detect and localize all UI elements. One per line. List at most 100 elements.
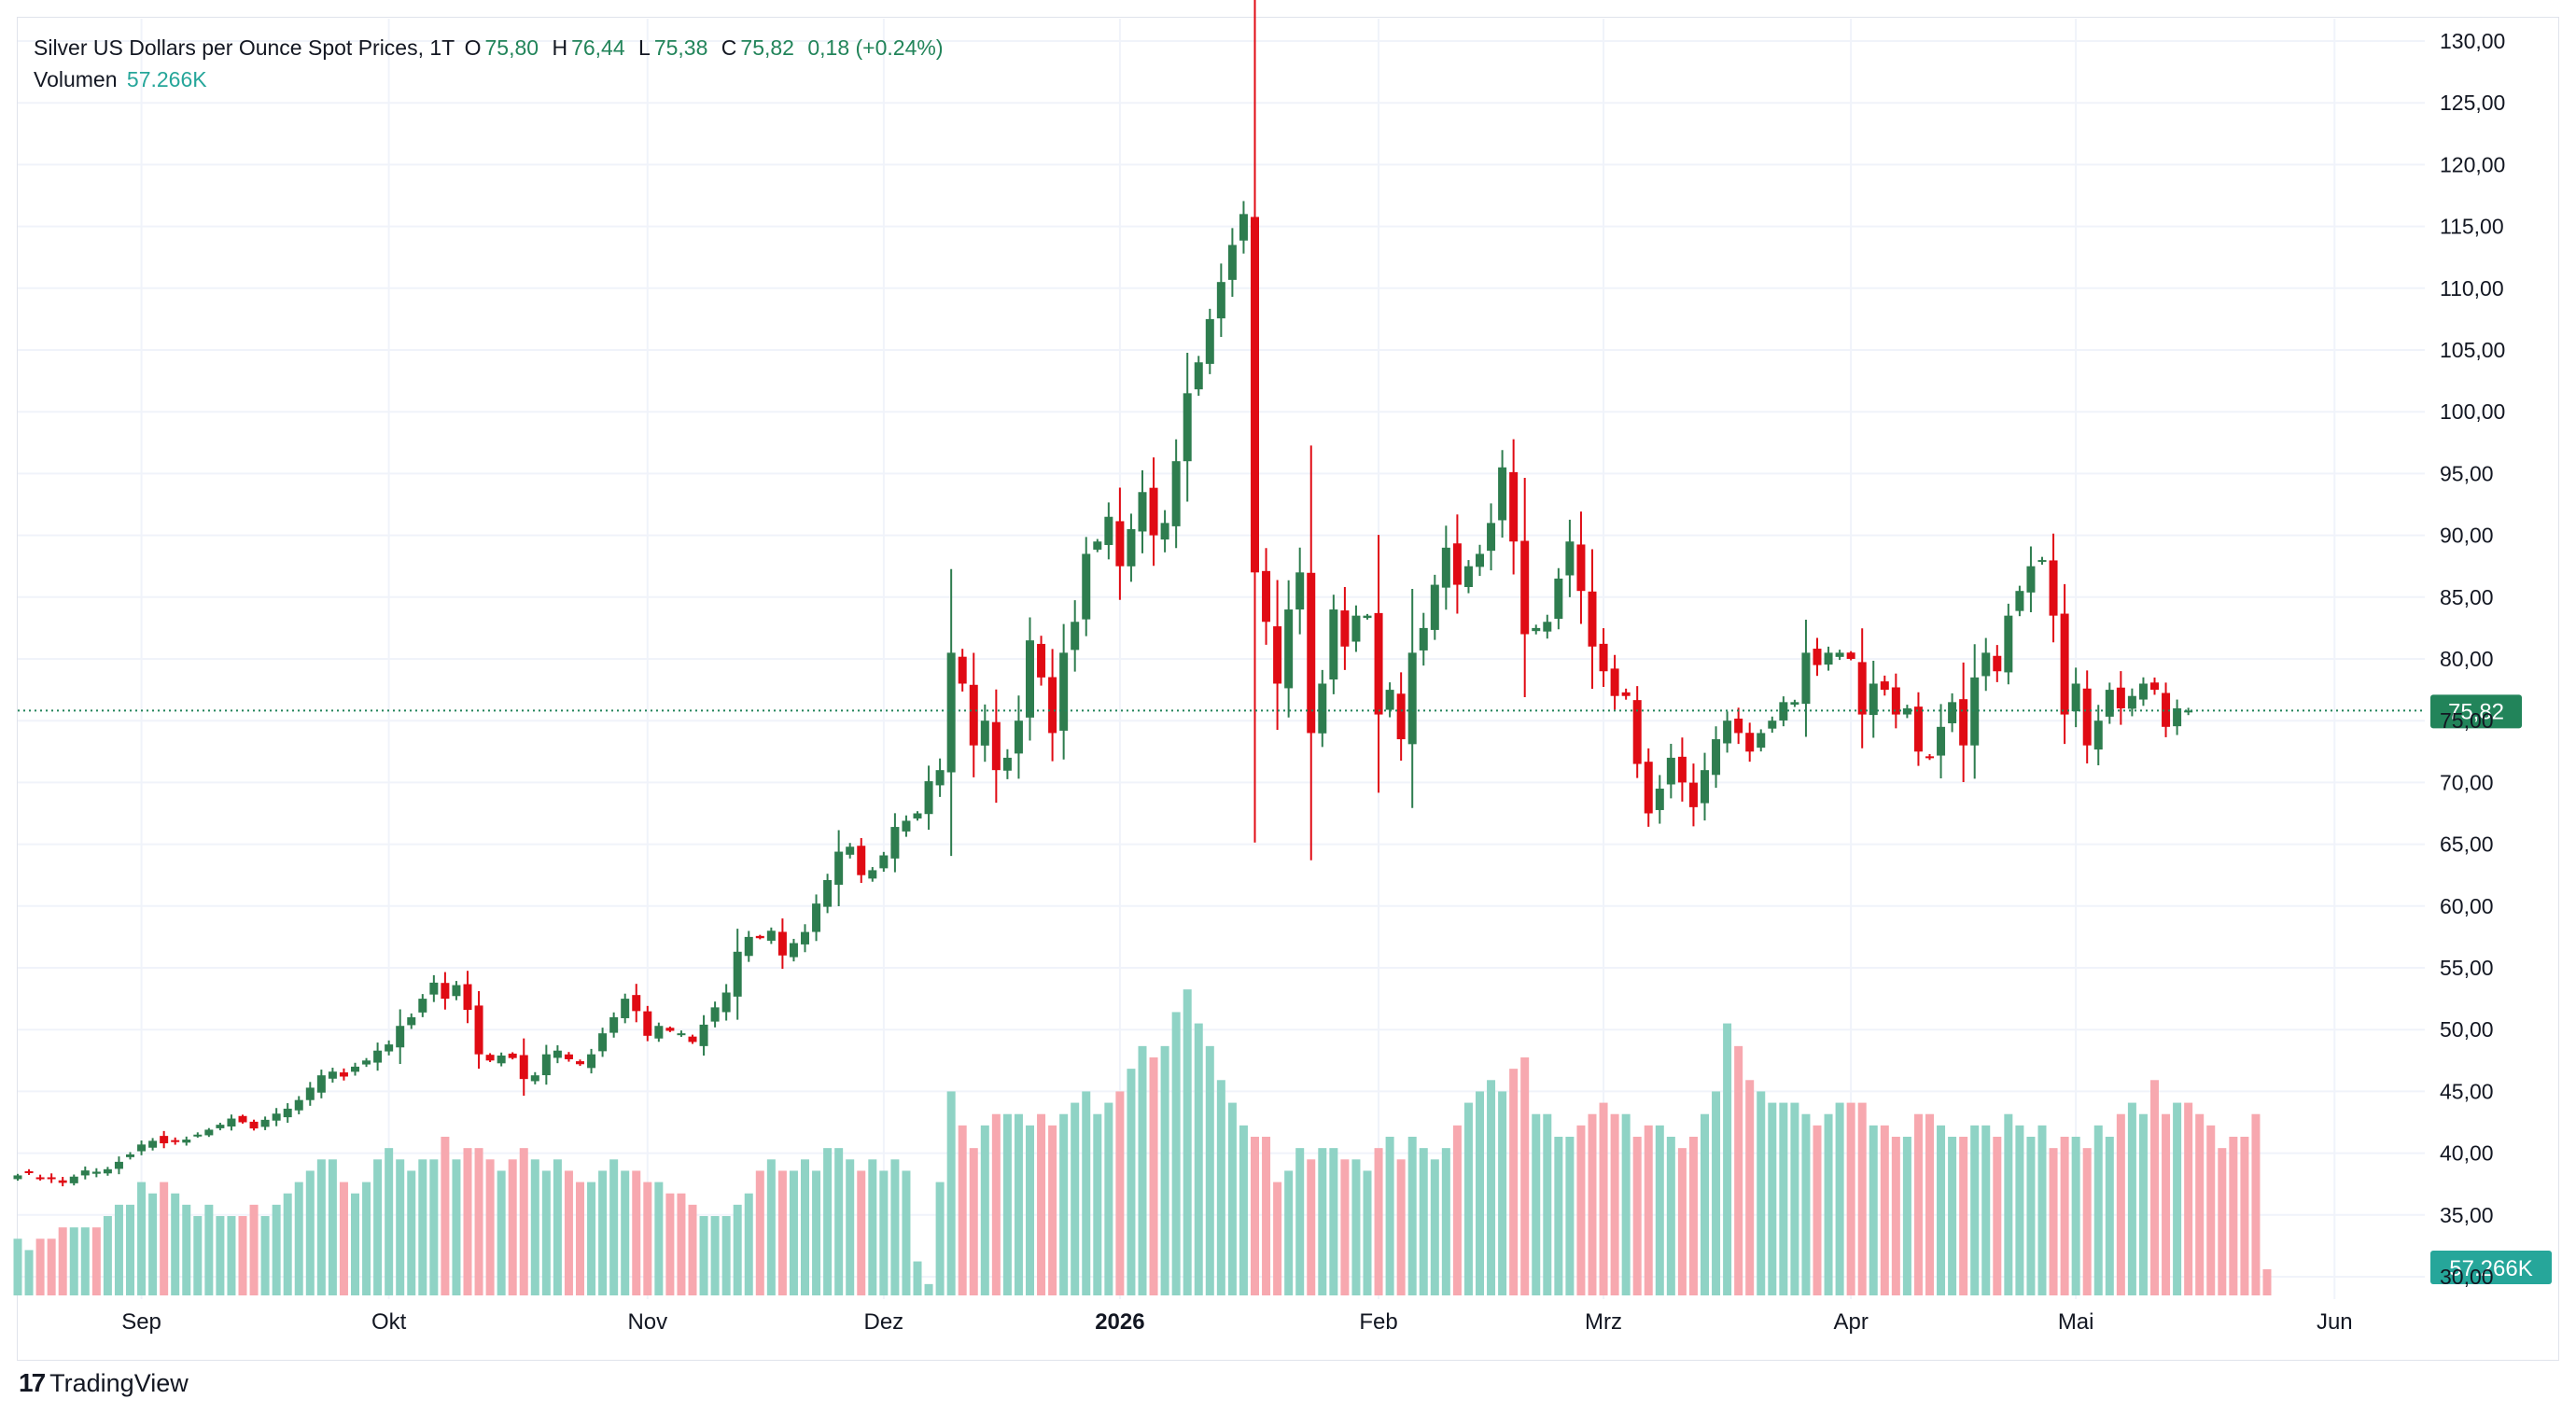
- candle-body: [1273, 626, 1282, 684]
- volume-bar: [1677, 1148, 1687, 1295]
- volume-bar: [316, 1159, 326, 1295]
- candle-body: [182, 1140, 191, 1143]
- volume-bar: [1610, 1113, 1619, 1295]
- candle-body: [1183, 393, 1192, 462]
- volume-bar: [1768, 1102, 1777, 1295]
- volume-bar: [80, 1227, 90, 1295]
- chart-frame: [17, 17, 2559, 1361]
- candle-body: [1632, 700, 1642, 764]
- volume-bar: [362, 1182, 371, 1295]
- volume-bar: [1262, 1137, 1271, 1295]
- candle-body: [766, 930, 776, 941]
- candles: [13, 0, 2193, 1187]
- volume-bar: [1498, 1091, 1507, 1295]
- candle-body: [879, 855, 889, 869]
- candle-body: [91, 1171, 101, 1174]
- y-tick-label: 40,00: [2440, 1141, 2494, 1166]
- volume-bar: [2049, 1148, 2058, 1295]
- volume-bar: [969, 1148, 978, 1295]
- volume-bar: [137, 1182, 147, 1295]
- candle-body: [474, 1005, 483, 1055]
- volume-bar: [260, 1216, 270, 1295]
- candle-body: [1385, 690, 1394, 710]
- volume-bar: [2162, 1113, 2171, 1295]
- volume-bar: [385, 1148, 394, 1295]
- candle-body: [1846, 652, 1855, 659]
- tradingview-brand: TradingView: [49, 1368, 189, 1397]
- candle-body: [1677, 756, 1687, 783]
- volume-bar: [587, 1182, 596, 1295]
- candle-body: [530, 1075, 539, 1082]
- volume-bar: [1385, 1137, 1394, 1295]
- candle-body: [1351, 615, 1361, 642]
- candle-body: [587, 1054, 596, 1069]
- y-tick-label: 90,00: [2440, 524, 2494, 548]
- volume-bar: [305, 1170, 315, 1295]
- volume-bar: [429, 1159, 439, 1295]
- volume-bar: [958, 1125, 967, 1295]
- volume-bar: [1160, 1045, 1169, 1295]
- volume-bar: [1239, 1125, 1248, 1295]
- volume-bar: [13, 1238, 22, 1295]
- volume-bar: [1093, 1113, 1102, 1295]
- volume-bar: [193, 1216, 203, 1295]
- candle-body: [1171, 461, 1181, 526]
- volume-bar: [204, 1204, 214, 1295]
- volume-bar: [171, 1193, 180, 1295]
- volume-bar: [1757, 1091, 1766, 1295]
- volume-bar: [2218, 1148, 2227, 1295]
- volume-bar: [1970, 1125, 1980, 1295]
- tradingview-logo[interactable]: 17 TradingView: [19, 1368, 189, 1398]
- volume-bar: [1227, 1102, 1237, 1295]
- volume-bar: [114, 1204, 123, 1295]
- candle-body: [1576, 544, 1586, 592]
- candle-body: [351, 1066, 359, 1072]
- volume-bar: [1644, 1125, 1653, 1295]
- candle-body: [126, 1154, 134, 1157]
- candle-body: [1880, 681, 1889, 691]
- candle-body: [1227, 245, 1237, 280]
- candle-body: [1768, 720, 1777, 729]
- candle-body: [227, 1118, 236, 1127]
- last-price-badge: [2430, 694, 2522, 729]
- volume-bar: [1071, 1102, 1080, 1295]
- candle-body: [1993, 655, 2002, 672]
- candle-body: [1239, 214, 1248, 241]
- last-volume-label: 57.266K: [2449, 1256, 2532, 1281]
- candle-body: [249, 1121, 259, 1129]
- candle-body: [1329, 609, 1338, 680]
- volume-bar: [1363, 1170, 1372, 1295]
- candle-body: [1824, 652, 1833, 665]
- candle-body: [1194, 362, 1203, 390]
- candle-body: [1520, 540, 1530, 635]
- candle-body: [2015, 591, 2024, 611]
- candle-body: [1509, 471, 1519, 542]
- candle-body: [216, 1125, 225, 1128]
- volume-bars: [13, 989, 2272, 1295]
- candle-body: [1396, 693, 1406, 740]
- candle-body: [137, 1144, 147, 1152]
- candle-body: [1262, 570, 1271, 623]
- candle-body: [171, 1140, 180, 1142]
- x-tick-label: Jun: [2317, 1309, 2353, 1335]
- volume-bar: [58, 1227, 67, 1295]
- y-tick-label: 100,00: [2440, 399, 2505, 424]
- volume-bar: [373, 1159, 383, 1295]
- volume-bar: [1251, 1137, 1259, 1295]
- volume-bar: [2184, 1102, 2193, 1295]
- candle-body: [1959, 699, 1968, 746]
- candle-body: [2162, 693, 2171, 727]
- volume-bar: [991, 1113, 1001, 1295]
- candle-body: [946, 652, 956, 773]
- volume-bar: [519, 1148, 528, 1295]
- y-tick-label: 35,00: [2440, 1203, 2494, 1227]
- candle-body: [316, 1075, 326, 1093]
- volume-bar: [1520, 1057, 1530, 1295]
- volume-bar: [1981, 1125, 1991, 1295]
- volume-bar: [665, 1193, 675, 1295]
- candle-body: [103, 1168, 112, 1174]
- volume-bar: [823, 1148, 833, 1295]
- volume-bar: [249, 1204, 259, 1295]
- candle-body: [497, 1056, 506, 1064]
